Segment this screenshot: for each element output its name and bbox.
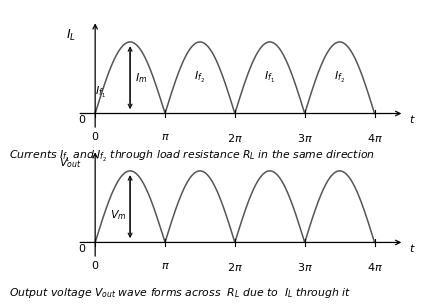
Text: $2\pi$: $2\pi$ [227, 261, 243, 273]
Text: $V_m$: $V_m$ [110, 208, 126, 222]
Text: $I_L$: $I_L$ [65, 28, 76, 43]
Text: $I_m$: $I_m$ [134, 71, 147, 85]
Text: $I_{f_2}$: $I_{f_2}$ [334, 70, 345, 85]
Text: 0: 0 [78, 244, 85, 254]
Text: $2\pi$: $2\pi$ [227, 132, 243, 144]
Text: $\pi$: $\pi$ [160, 132, 169, 142]
Text: $I_{f_2}$: $I_{f_2}$ [194, 70, 205, 85]
Text: $I_{f_1}$: $I_{f_1}$ [95, 84, 106, 99]
Text: $t$: $t$ [409, 242, 415, 254]
Text: 0: 0 [92, 132, 99, 142]
Text: Output voltage $V_{out}$ wave forms across  $R_L$ due to  $I_L$ through it: Output voltage $V_{out}$ wave forms acro… [9, 286, 351, 300]
Text: $I_{f_1}$: $I_{f_1}$ [265, 70, 275, 85]
Text: $\pi$: $\pi$ [160, 261, 169, 271]
Text: Currents $I_{f_1}$ and $I_{f_2}$ through load resistance $R_L$ in the same direc: Currents $I_{f_1}$ and $I_{f_2}$ through… [9, 149, 374, 164]
Text: $t$: $t$ [409, 113, 415, 125]
Text: $4\pi$: $4\pi$ [367, 132, 383, 144]
Text: $4\pi$: $4\pi$ [367, 261, 383, 273]
Text: $3\pi$: $3\pi$ [297, 132, 313, 144]
Text: $3\pi$: $3\pi$ [297, 261, 313, 273]
Text: 0: 0 [78, 115, 85, 125]
Text: 0: 0 [92, 261, 99, 271]
Text: $V_{out}$: $V_{out}$ [59, 157, 82, 170]
